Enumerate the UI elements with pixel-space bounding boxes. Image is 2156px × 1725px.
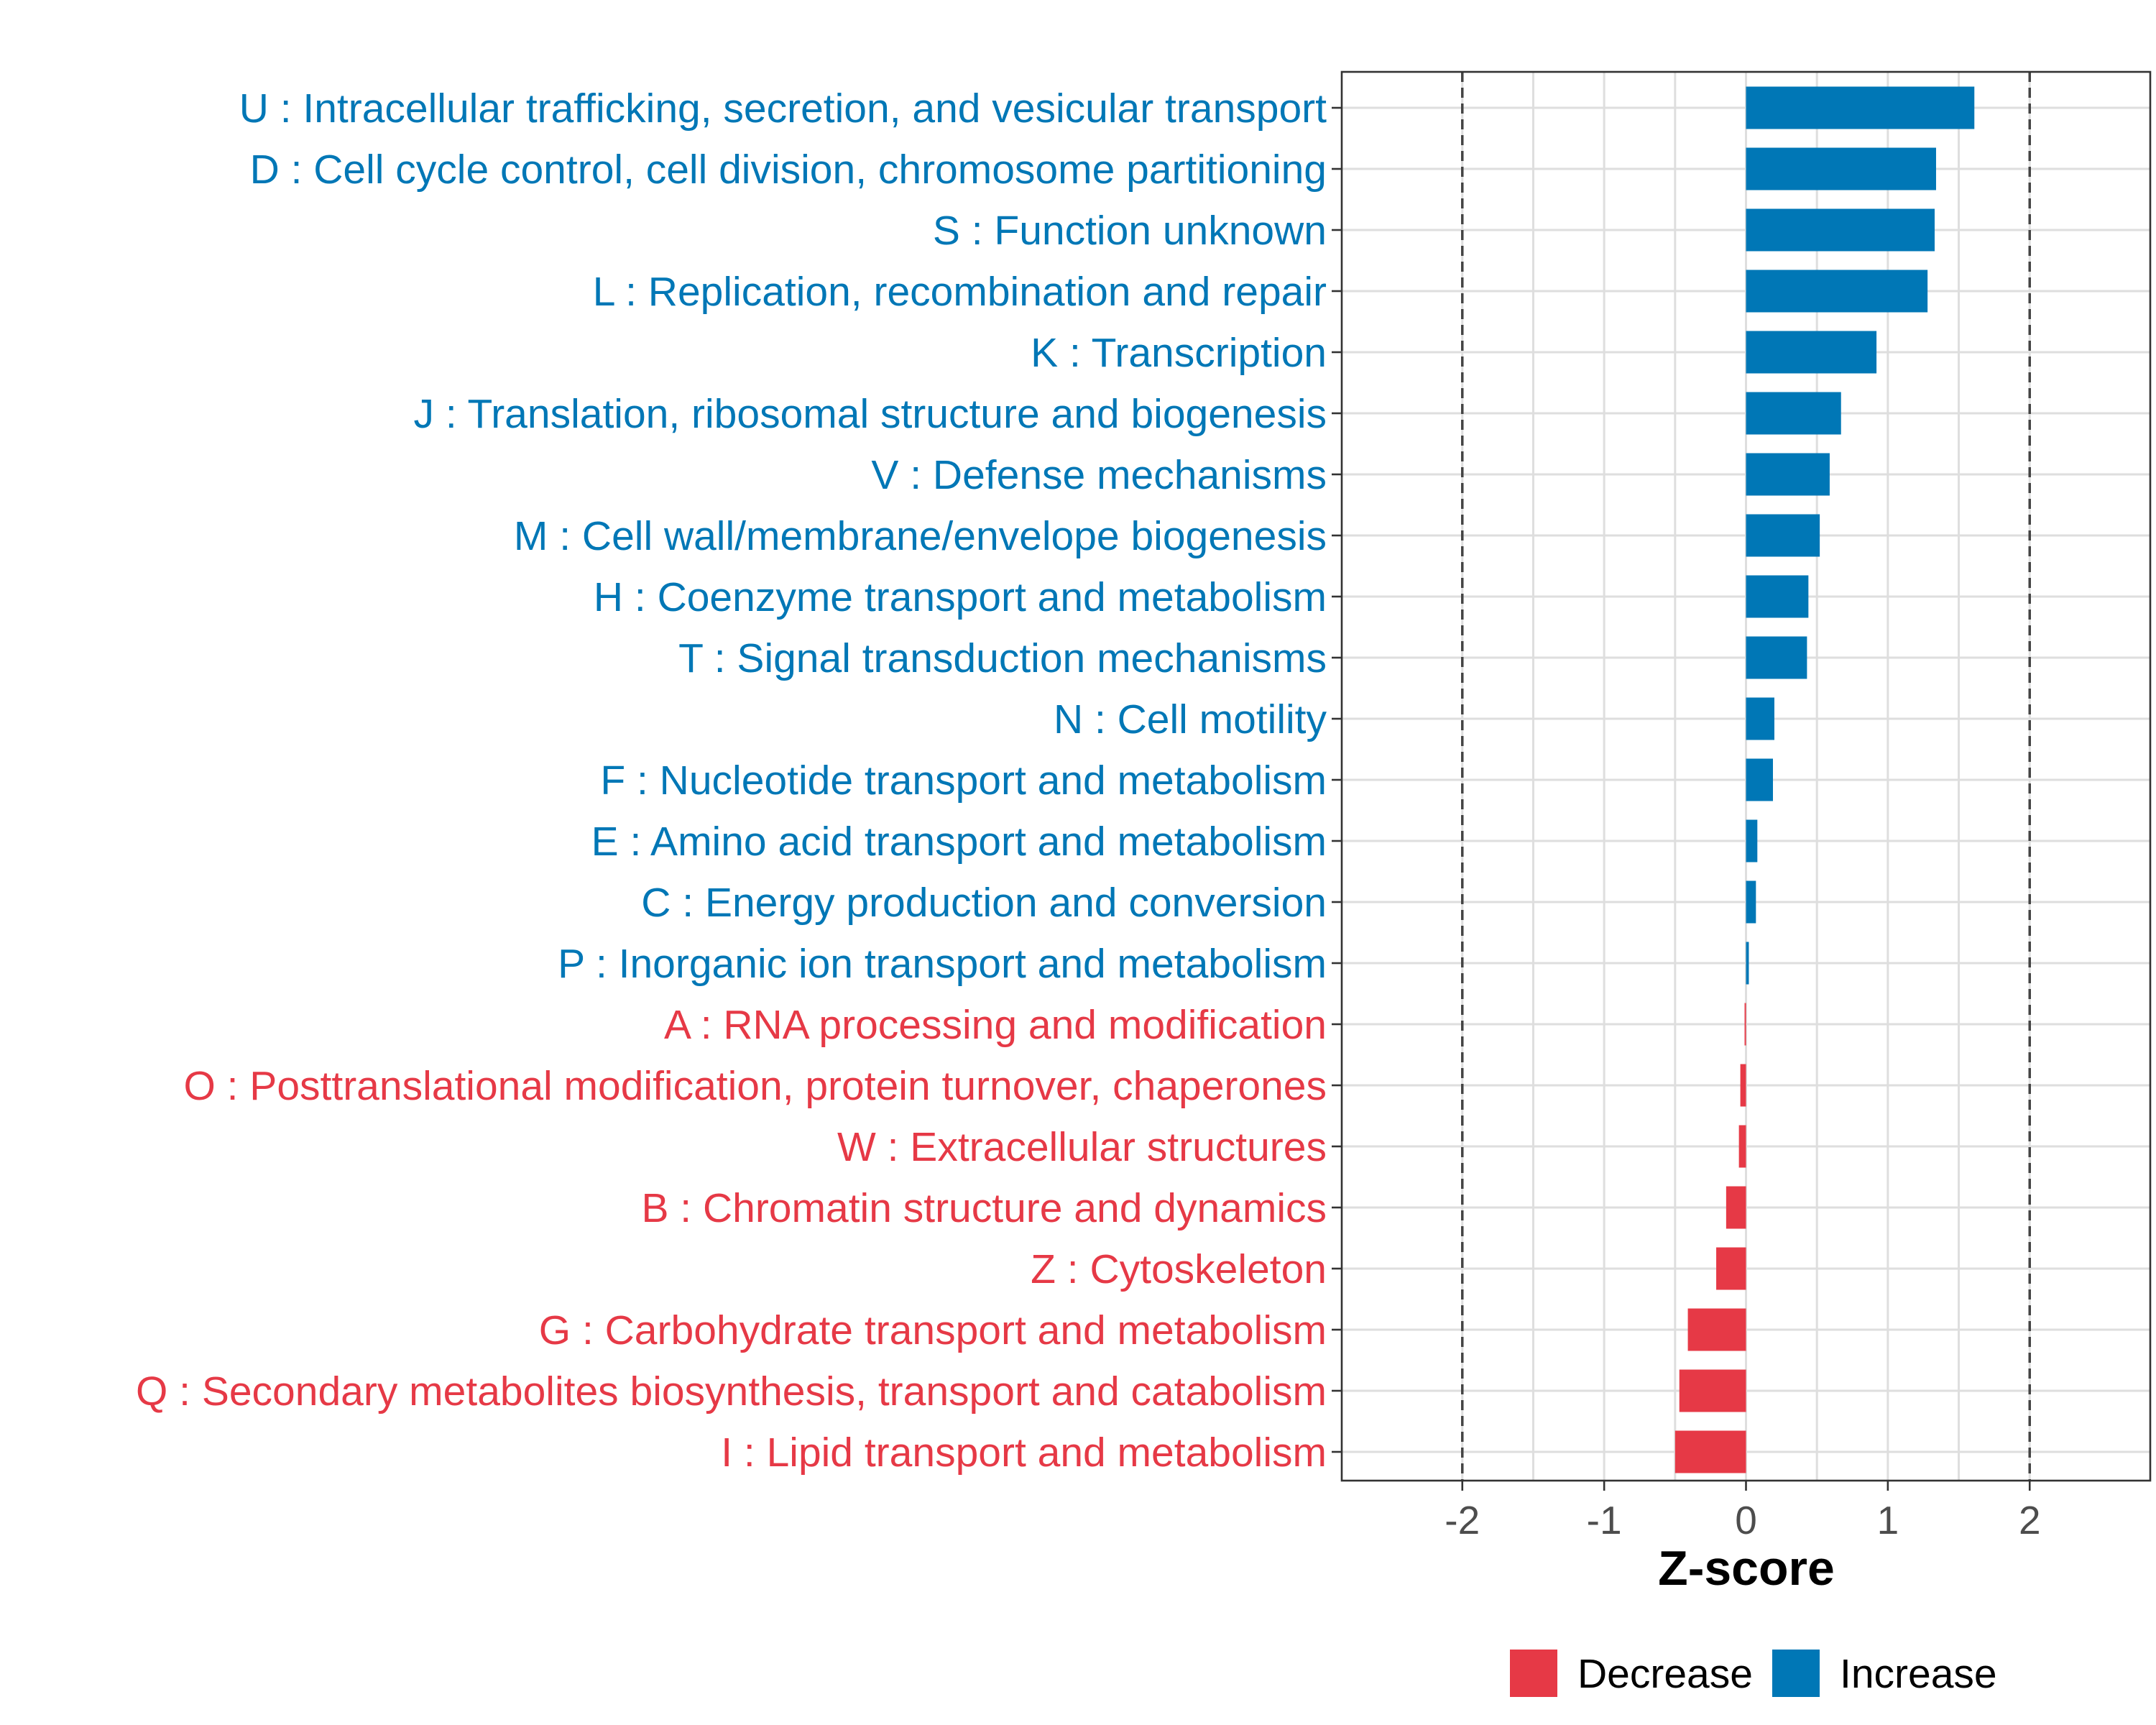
category-label-u: U : Intracellular trafficking, secretion… bbox=[239, 86, 1327, 132]
legend: Decrease Increase bbox=[1510, 1650, 1997, 1697]
category-label-v: V : Defense mechanisms bbox=[871, 452, 1327, 498]
bar-k bbox=[1746, 331, 1877, 374]
bars bbox=[1674, 86, 1975, 1473]
bar-h bbox=[1746, 575, 1809, 618]
category-label-j: J : Translation, ribosomal structure and… bbox=[414, 391, 1327, 437]
category-label-o: O : Posttranslational modification, prot… bbox=[183, 1063, 1327, 1109]
bar-p bbox=[1746, 942, 1749, 985]
bar-v bbox=[1746, 453, 1830, 496]
category-label-s: S : Function unknown bbox=[933, 208, 1327, 254]
bar-b bbox=[1726, 1186, 1746, 1229]
category-label-z: Z : Cytoskeleton bbox=[1031, 1246, 1327, 1292]
category-label-k: K : Transcription bbox=[1031, 330, 1327, 376]
x-axis-ticks: -2 -1 0 1 2 bbox=[1445, 1481, 2041, 1542]
legend-label-increase: Increase bbox=[1840, 1651, 1997, 1697]
category-label-m: M : Cell wall/membrane/envelope biogenes… bbox=[514, 513, 1327, 559]
bar-a bbox=[1744, 1003, 1746, 1046]
y-axis-ticks: U : Intracellular trafficking, secretion… bbox=[136, 86, 1342, 1476]
category-label-i: I : Lipid transport and metabolism bbox=[721, 1430, 1327, 1476]
category-label-a: A : RNA processing and modification bbox=[664, 1002, 1327, 1048]
category-label-p: P : Inorganic ion transport and metaboli… bbox=[558, 941, 1327, 987]
bar-g bbox=[1687, 1308, 1746, 1351]
category-label-w: W : Extracellular structures bbox=[837, 1124, 1327, 1170]
bar-u bbox=[1746, 86, 1975, 129]
bar-q bbox=[1679, 1369, 1746, 1412]
bar-f bbox=[1746, 758, 1773, 801]
legend-swatch-decrease bbox=[1510, 1650, 1557, 1697]
legend-label-decrease: Decrease bbox=[1577, 1651, 1753, 1697]
bar-z bbox=[1716, 1247, 1746, 1290]
bar-i bbox=[1674, 1430, 1746, 1473]
category-label-d: D : Cell cycle control, cell division, c… bbox=[250, 147, 1327, 193]
x-tick-label: -2 bbox=[1445, 1498, 1480, 1542]
bar-c bbox=[1746, 880, 1756, 924]
category-label-n: N : Cell motility bbox=[1054, 696, 1327, 742]
reference-lines bbox=[1461, 72, 2031, 1481]
bar-o bbox=[1740, 1064, 1746, 1107]
bar-e bbox=[1746, 819, 1758, 862]
bar-w bbox=[1738, 1125, 1746, 1168]
x-tick-label: 1 bbox=[1877, 1498, 1899, 1542]
bar-m bbox=[1746, 514, 1820, 557]
category-label-e: E : Amino acid transport and metabolism bbox=[591, 819, 1327, 865]
category-label-t: T : Signal transduction mechanisms bbox=[678, 635, 1327, 681]
bar-d bbox=[1746, 147, 1936, 190]
category-label-b: B : Chromatin structure and dynamics bbox=[641, 1185, 1327, 1231]
category-label-g: G : Carbohydrate transport and metabolis… bbox=[539, 1307, 1327, 1353]
bar-t bbox=[1746, 636, 1807, 679]
category-label-l: L : Replication, recombination and repai… bbox=[593, 269, 1327, 315]
category-label-f: F : Nucleotide transport and metabolism bbox=[600, 758, 1327, 804]
bar-j bbox=[1746, 392, 1841, 435]
bar-s bbox=[1746, 208, 1935, 252]
category-label-c: C : Energy production and conversion bbox=[641, 880, 1327, 926]
x-tick-label: 0 bbox=[1735, 1498, 1757, 1542]
x-tick-label: 2 bbox=[2019, 1498, 2041, 1542]
category-label-q: Q : Secondary metabolites biosynthesis, … bbox=[136, 1368, 1327, 1414]
bar-l bbox=[1746, 270, 1928, 313]
category-label-h: H : Coenzyme transport and metabolism bbox=[594, 574, 1327, 620]
bar-n bbox=[1746, 697, 1774, 740]
x-tick-label: -1 bbox=[1587, 1498, 1622, 1542]
x-axis-title: Z-score bbox=[1658, 1541, 1835, 1596]
legend-swatch-increase bbox=[1772, 1650, 1820, 1697]
